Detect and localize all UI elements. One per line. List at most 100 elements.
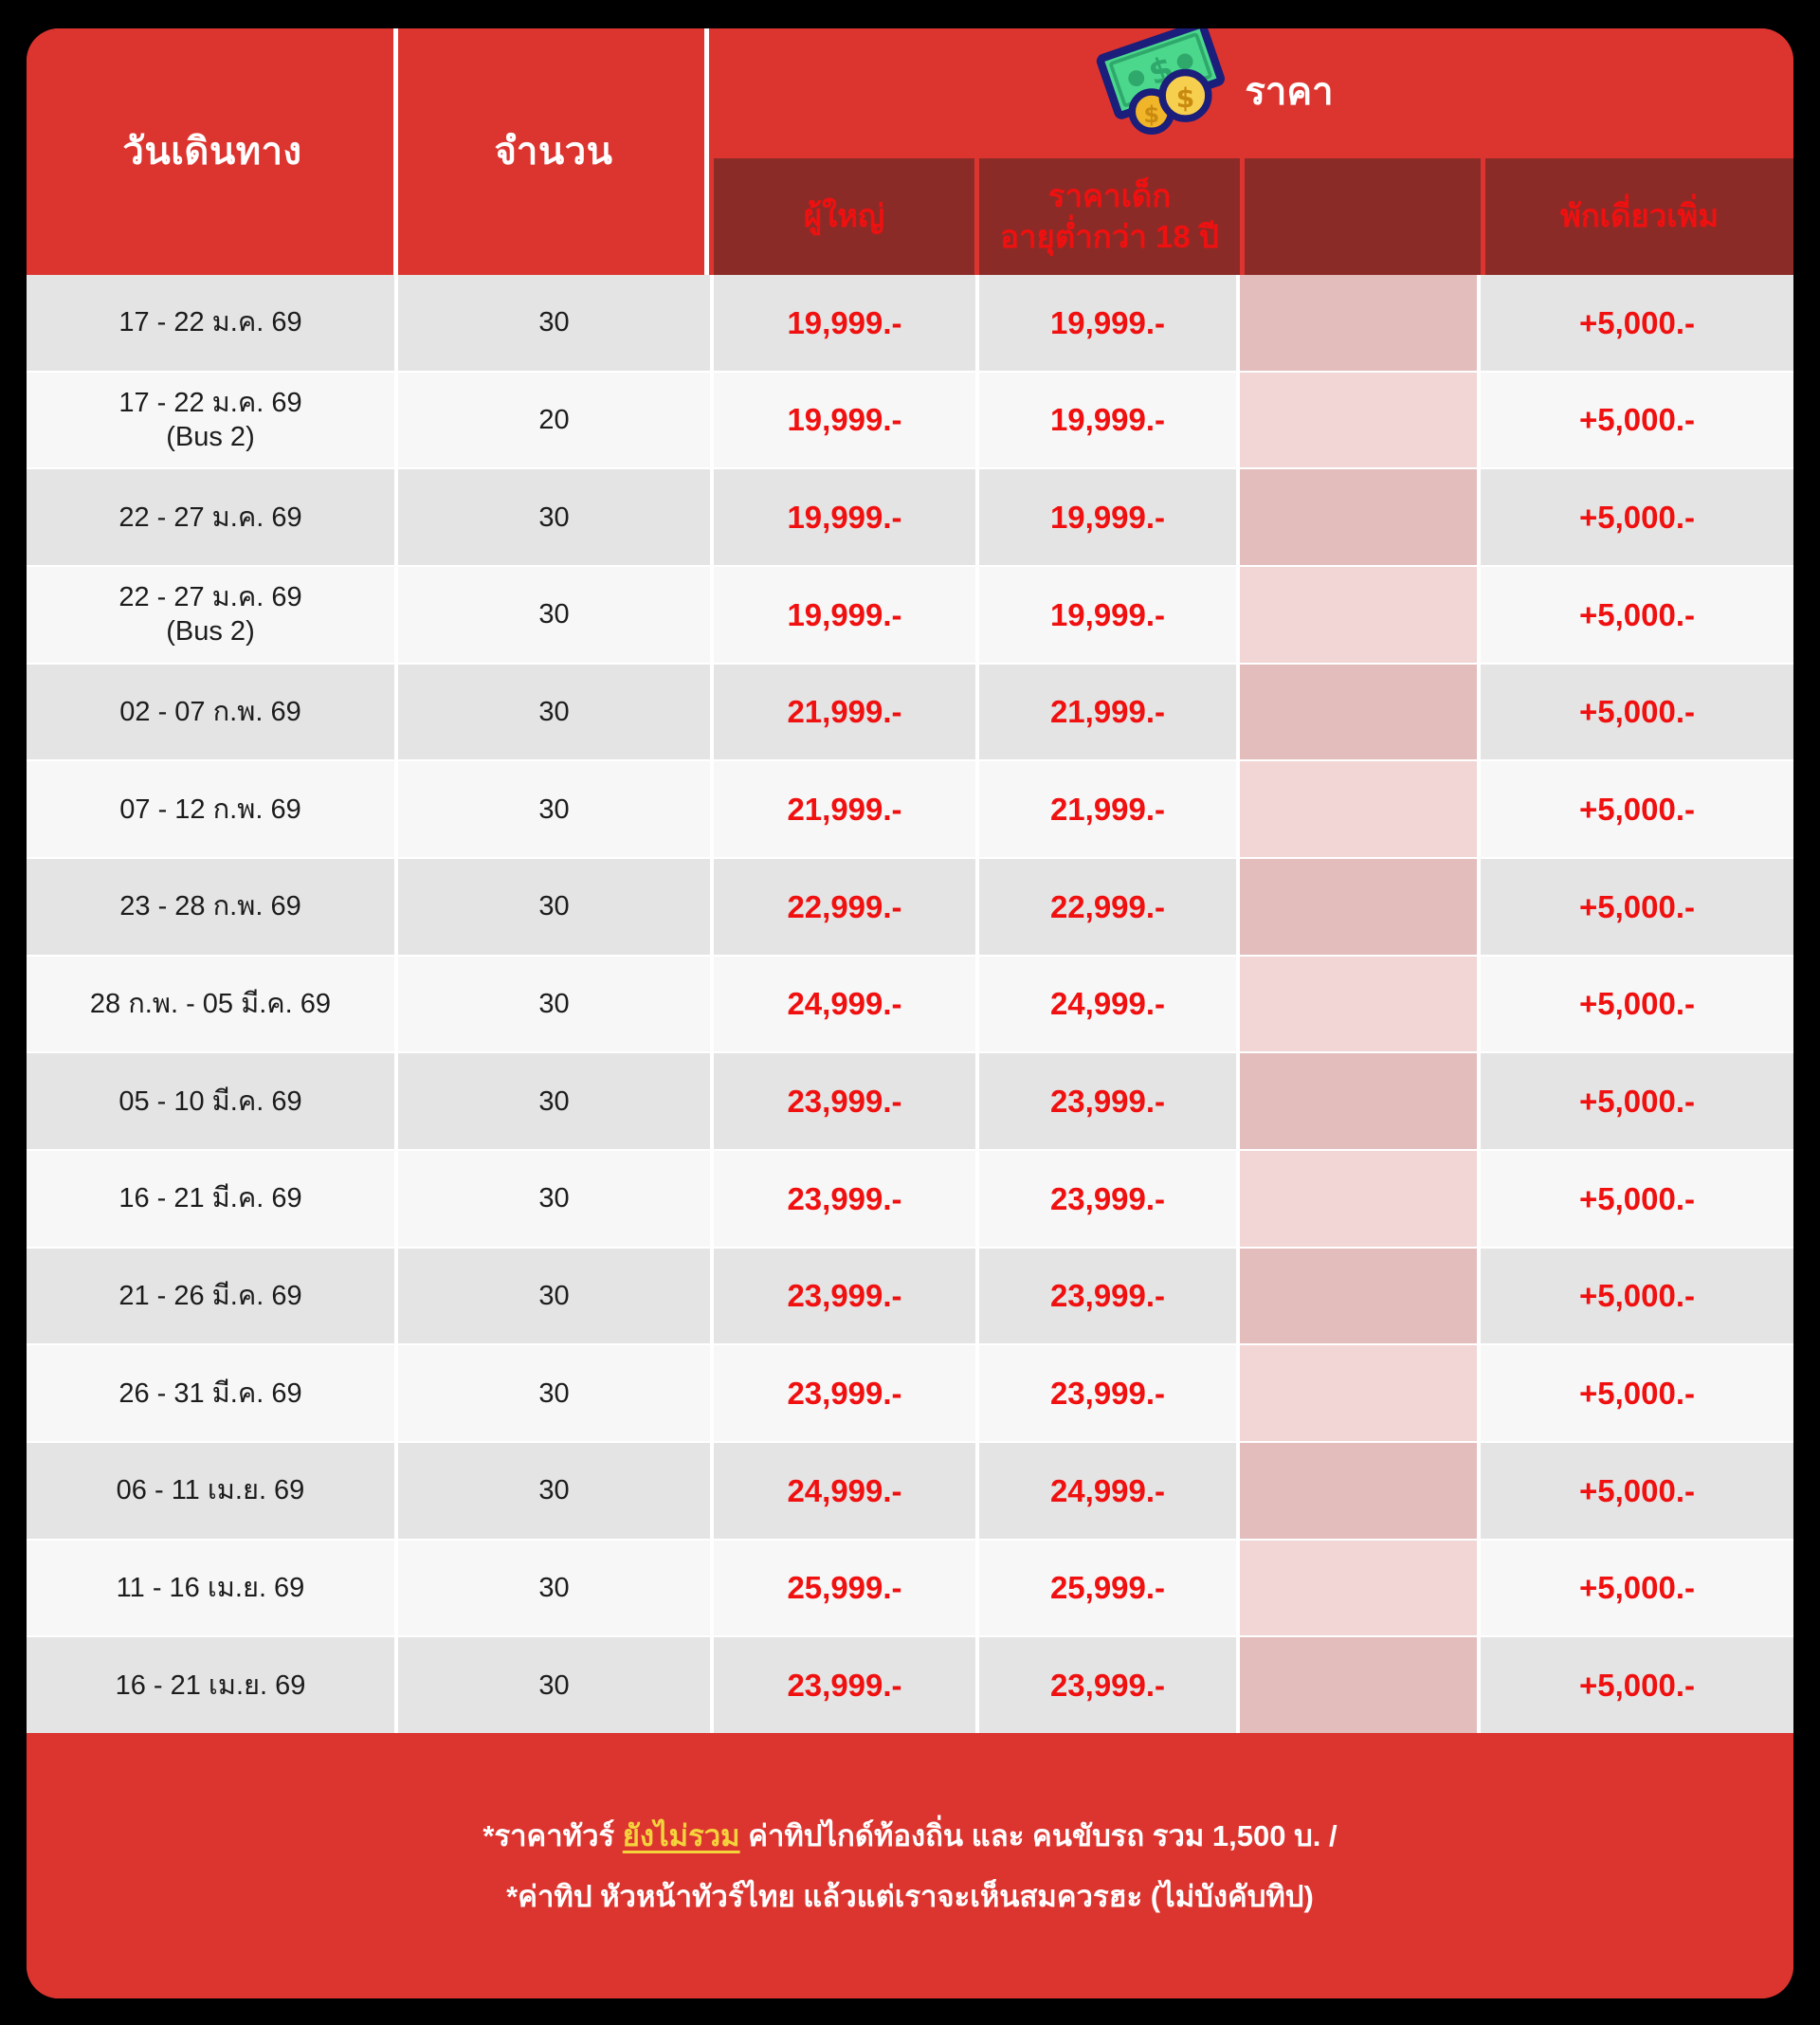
cell-blank [1240, 664, 1481, 760]
cell-single-supplement: +5,000.- [1481, 469, 1793, 566]
cell-blank [1240, 1443, 1481, 1539]
footer-line-2: *ค่าทิป หัวหน้าทัวร์ไทย แล้วแต่เราจะเห็น… [506, 1880, 1314, 1913]
travel-date-line-1: 16 - 21 มี.ค. 69 [118, 1183, 302, 1214]
cell-travel-date: 05 - 10 มี.ค. 69 [27, 1053, 398, 1150]
travel-date-line-1: 28 ก.พ. - 05 มี.ค. 69 [89, 988, 332, 1019]
header-cell-travel-date: วันเดินทาง [27, 28, 398, 275]
table-row: 06 - 11 เม.ย. 69 30 24,999.- 24,999.- +5,000… [27, 1443, 1793, 1541]
cell-adult-price: 24,999.- [714, 1443, 979, 1539]
price-group-title: ราคา [1245, 71, 1334, 113]
cell-adult-price: 23,999.- [714, 1248, 979, 1344]
header-label-single-supplement: พักเดี่ยวเพิ่ม [1559, 198, 1720, 234]
cell-quantity: 30 [398, 664, 714, 760]
table-row: 23 - 28 ก.พ. 69 30 22,999.- 22,999.- +5,000.… [27, 859, 1793, 957]
footer-line-1: *ราคาทัวร์ ยังไม่รวม ค่าทิปไกด์ท้องถิ่น … [482, 1812, 1337, 1859]
cell-adult-price: 23,999.- [714, 1637, 979, 1734]
table-row: 28 ก.พ. - 05 มี.ค. 69 30 24,999.- 24,999.- +… [27, 956, 1793, 1054]
cell-travel-date: 28 ก.พ. - 05 มี.ค. 69 [27, 956, 398, 1052]
cell-blank [1240, 1540, 1481, 1636]
table-row: 11 - 16 เม.ย. 69 30 25,999.- 25,999.- +5,000… [27, 1540, 1793, 1638]
table-row: 02 - 07 ก.พ. 69 30 21,999.- 21,999.- +5,000.… [27, 664, 1793, 762]
cell-travel-date: 07 - 12 ก.พ. 69 [27, 761, 398, 858]
table-row: 05 - 10 มี.ค. 69 30 23,999.- 23,999.- +5,000… [27, 1053, 1793, 1152]
cell-single-supplement: +5,000.- [1481, 859, 1793, 955]
price-subheader-row: ผู้ใหญ่ ราคาเด็ก อายุต่ำกว่า 18 ปี พักเด… [709, 154, 1793, 275]
cell-adult-price: 23,999.- [714, 1053, 979, 1150]
cell-blank [1240, 1151, 1481, 1247]
cell-travel-date: 11 - 16 เม.ย. 69 [27, 1540, 398, 1636]
cell-single-supplement: +5,000.- [1481, 567, 1793, 663]
header-cell-child-price: ราคาเด็ก อายุต่ำกว่า 18 ปี [979, 158, 1240, 275]
cell-adult-price: 23,999.- [714, 1151, 979, 1247]
cell-child-price: 23,999.- [979, 1345, 1240, 1442]
cell-quantity: 30 [398, 567, 714, 663]
cell-travel-date: 22 - 27 ม.ค. 69 (Bus 2) [27, 567, 398, 663]
cell-adult-price: 25,999.- [714, 1540, 979, 1636]
cell-travel-date: 22 - 27 ม.ค. 69 [27, 469, 398, 566]
cell-child-price: 23,999.- [979, 1248, 1240, 1344]
travel-date-line-1: 17 - 22 ม.ค. 69 [118, 387, 302, 418]
travel-date-line-1: 23 - 28 ก.พ. 69 [119, 891, 301, 922]
travel-date-line-1: 22 - 27 ม.ค. 69 [118, 502, 302, 533]
cell-single-supplement: +5,000.- [1481, 1248, 1793, 1344]
cell-single-supplement: +5,000.- [1481, 1053, 1793, 1150]
cell-travel-date: 16 - 21 มี.ค. 69 [27, 1151, 398, 1247]
cell-blank [1240, 469, 1481, 566]
cell-quantity: 20 [398, 372, 714, 468]
cell-single-supplement: +5,000.- [1481, 664, 1793, 760]
cell-adult-price: 19,999.- [714, 567, 979, 663]
table-header: วันเดินทาง จำนวน [27, 28, 1793, 275]
table-row: 07 - 12 ก.พ. 69 30 21,999.- 21,999.- +5,000.… [27, 761, 1793, 860]
footer-line1-part-b: ค่าทิปไกด์ท้องถิ่น และ คนขับรถ รวม 1,500… [739, 1819, 1338, 1852]
cell-child-price: 21,999.- [979, 664, 1240, 760]
cell-quantity: 30 [398, 1443, 714, 1539]
cell-adult-price: 19,999.- [714, 469, 979, 566]
cell-adult-price: 24,999.- [714, 956, 979, 1052]
cell-single-supplement: +5,000.- [1481, 1345, 1793, 1442]
cell-blank [1240, 859, 1481, 955]
cell-blank [1240, 275, 1481, 371]
travel-date-line-1: 17 - 22 ม.ค. 69 [118, 307, 302, 338]
cell-child-price: 22,999.- [979, 859, 1240, 955]
cell-quantity: 30 [398, 275, 714, 371]
cell-single-supplement: +5,000.- [1481, 956, 1793, 1052]
travel-date-line-1: 11 - 16 เม.ย. 69 [116, 1572, 305, 1603]
travel-date-line-1: 02 - 07 ก.พ. 69 [119, 696, 301, 727]
cell-blank [1240, 1248, 1481, 1344]
cell-blank [1240, 761, 1481, 858]
cell-child-price: 25,999.- [979, 1540, 1240, 1636]
cell-travel-date: 06 - 11 เม.ย. 69 [27, 1443, 398, 1539]
cell-travel-date: 02 - 07 ก.พ. 69 [27, 664, 398, 760]
cell-quantity: 30 [398, 1248, 714, 1344]
cell-child-price: 19,999.- [979, 567, 1240, 663]
cell-quantity: 30 [398, 859, 714, 955]
svg-text:$: $ [1176, 82, 1195, 114]
travel-date-line-1: 22 - 27 ม.ค. 69 [118, 582, 302, 613]
cell-child-price: 21,999.- [979, 761, 1240, 858]
cell-single-supplement: +5,000.- [1481, 275, 1793, 371]
cell-blank [1240, 1053, 1481, 1150]
cell-child-price: 23,999.- [979, 1151, 1240, 1247]
cell-travel-date: 17 - 22 ม.ค. 69 [27, 275, 398, 371]
travel-date-line-1: 06 - 11 เม.ย. 69 [116, 1475, 305, 1506]
cell-child-price: 19,999.- [979, 372, 1240, 468]
table-row: 21 - 26 มี.ค. 69 30 23,999.- 23,999.- +5,000… [27, 1248, 1793, 1346]
cell-quantity: 30 [398, 469, 714, 566]
cell-adult-price: 23,999.- [714, 1345, 979, 1442]
cell-travel-date: 17 - 22 ม.ค. 69 (Bus 2) [27, 372, 398, 468]
money-icon: $ $ $ [1093, 28, 1235, 135]
cell-child-price: 19,999.- [979, 469, 1240, 566]
cell-quantity: 30 [398, 956, 714, 1052]
cell-adult-price: 19,999.- [714, 372, 979, 468]
cell-single-supplement: +5,000.- [1481, 1540, 1793, 1636]
table-row: 17 - 22 ม.ค. 69 (Bus 2) 20 19,999.- 19,999.-… [27, 372, 1793, 470]
header-label-child-line2: อายุต่ำกว่า 18 ปี [1000, 218, 1219, 254]
table-row: 17 - 22 ม.ค. 69 30 19,999.- 19,999.- +5,000.… [27, 275, 1793, 373]
table-footer-note: *ราคาทัวร์ ยังไม่รวม ค่าทิปไกด์ท้องถิ่น … [27, 1733, 1793, 1998]
travel-date-line-1: 21 - 26 มี.ค. 69 [118, 1280, 302, 1311]
cell-single-supplement: +5,000.- [1481, 1637, 1793, 1734]
header-cell-blank [1245, 158, 1481, 275]
table-row: 22 - 27 ม.ค. 69 (Bus 2) 30 19,999.- 19,999.-… [27, 567, 1793, 665]
cell-blank [1240, 1345, 1481, 1442]
